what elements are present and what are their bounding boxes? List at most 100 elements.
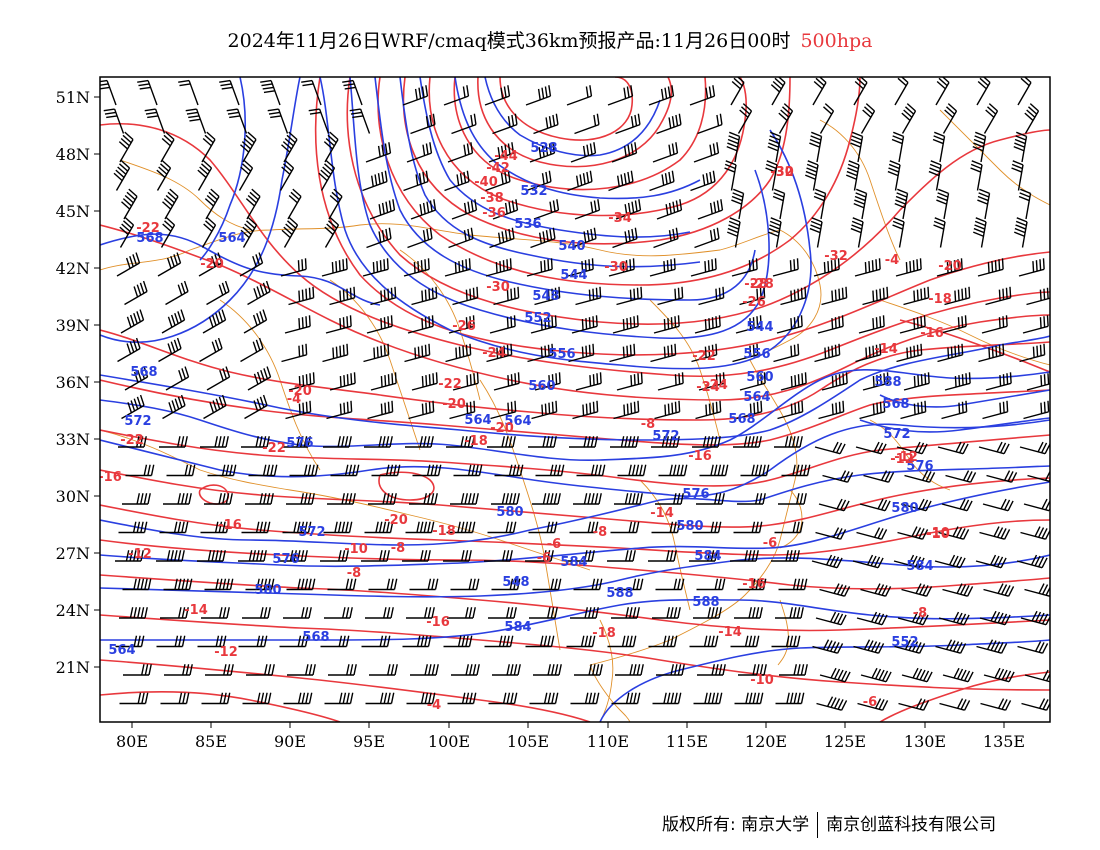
height-label: 568	[728, 412, 755, 427]
height-label: 556	[548, 347, 575, 362]
wind-barb	[370, 286, 397, 306]
wind-barb	[492, 199, 519, 220]
wind-barb	[855, 343, 882, 363]
wind-barb	[896, 441, 928, 455]
wind-barb	[982, 498, 1014, 512]
wind-barb	[691, 343, 718, 363]
wind-barb	[162, 188, 179, 220]
wind-barb	[652, 607, 681, 619]
wind-barb	[817, 315, 844, 334]
wind-barb	[855, 441, 887, 455]
wind-barb	[813, 188, 827, 220]
wind-barb	[245, 493, 274, 505]
temperature-contour-line	[100, 659, 591, 722]
wind-barb	[616, 286, 643, 306]
lon-tick-label: 105E	[507, 732, 549, 751]
wind-barb	[159, 436, 188, 448]
temperature-label: -40	[474, 175, 498, 190]
wind-barb	[1017, 641, 1049, 654]
wind-barb-layer	[100, 77, 1050, 711]
wind-barb	[771, 635, 801, 648]
temperature-label: -16	[688, 449, 712, 464]
height-label: 576	[286, 436, 313, 451]
wind-barb	[289, 464, 319, 477]
wind-barb	[342, 79, 363, 106]
wind-barb	[653, 227, 679, 249]
temperature-label: -16	[426, 615, 450, 630]
wind-barb	[446, 521, 476, 534]
wind-barb	[308, 108, 330, 134]
wind-barb	[566, 635, 596, 648]
wind-barb	[656, 113, 682, 135]
wind-barb	[857, 698, 889, 711]
wind-barb	[858, 315, 885, 334]
wind-barb	[611, 692, 641, 705]
wind-barb	[942, 667, 974, 683]
height-label: 560	[746, 370, 773, 385]
border-line	[599, 619, 614, 722]
wind-barb	[977, 258, 1004, 277]
wind-barb	[570, 692, 600, 705]
wind-barb	[897, 526, 929, 540]
lat-tick-label: 42N	[56, 259, 90, 278]
lon-tick-label: 135E	[983, 732, 1025, 751]
wind-barb	[279, 635, 309, 648]
temperature-label: -16	[218, 518, 242, 533]
wind-barb	[451, 113, 477, 135]
wind-barb	[944, 286, 971, 306]
wind-barb	[1027, 470, 1050, 483]
wind-barb	[780, 286, 807, 306]
wind-barb	[942, 583, 974, 597]
wind-barb	[450, 578, 480, 591]
lat-tick-label: 45N	[56, 202, 90, 221]
wind-barb	[406, 692, 436, 705]
lon-tick-label: 90E	[274, 732, 306, 751]
wind-barb	[226, 108, 248, 134]
wind-barb	[113, 160, 131, 191]
wind-barb	[365, 142, 392, 163]
wind-barb	[485, 170, 511, 192]
wind-barb	[159, 521, 189, 534]
height-label: 572	[652, 429, 679, 444]
temperature-label: -4	[287, 392, 301, 407]
wind-barb	[160, 607, 189, 619]
wind-barb	[737, 493, 766, 505]
wind-barb	[525, 635, 555, 648]
wind-barb	[938, 526, 970, 540]
wind-barb	[894, 639, 926, 654]
wind-barb	[444, 170, 470, 192]
lon-tick-label: 125E	[824, 732, 866, 751]
height-label: 568	[136, 231, 163, 246]
wind-barb	[323, 521, 353, 534]
wind-barb	[491, 578, 521, 591]
height-label: 568	[882, 397, 909, 412]
wind-barb	[165, 366, 190, 391]
wind-barb	[241, 521, 271, 534]
height-label: 584	[504, 620, 531, 635]
wind-barb	[657, 372, 684, 391]
wind-barb	[530, 315, 557, 334]
wind-barb	[901, 583, 933, 597]
wind-barb	[493, 286, 520, 306]
height-label: 576	[272, 552, 299, 567]
wind-barb	[937, 441, 969, 455]
wind-barb	[124, 280, 148, 306]
wind-barb	[901, 103, 917, 134]
lat-tick-label: 21N	[56, 658, 90, 677]
wind-barb	[282, 436, 311, 448]
wind-barb	[772, 188, 786, 220]
temperature-label: -14	[718, 625, 742, 640]
wind-barb	[899, 315, 926, 334]
wind-barb	[696, 493, 725, 505]
wind-barb	[533, 664, 562, 676]
height-contour-line	[484, 77, 661, 157]
wind-barb	[730, 635, 760, 648]
wind-barb	[185, 108, 207, 134]
wind-barb	[488, 142, 515, 163]
wind-barb	[201, 131, 216, 163]
temperature-label: -12	[128, 547, 152, 562]
wind-barb	[156, 550, 185, 562]
wind-barb	[613, 400, 640, 420]
wind-barb	[281, 131, 298, 163]
wind-barb	[488, 692, 518, 705]
